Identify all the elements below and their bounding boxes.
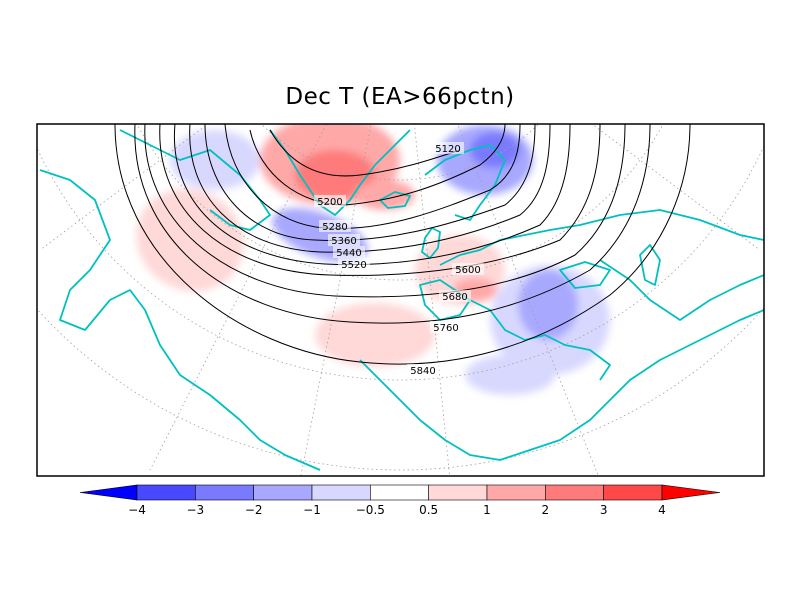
colorbar-box — [486, 484, 546, 501]
map-title: Dec T (EA>66pctn) — [285, 84, 515, 110]
graticule — [37, 124, 764, 476]
colorbar-arrow-high — [661, 484, 721, 501]
colorbar-tick-label: −0.5 — [356, 503, 385, 517]
height-contours — [114, 124, 691, 365]
contour-5360 — [204, 124, 536, 241]
contour-5840 — [114, 124, 691, 365]
contour-label-5680: 5680 — [442, 292, 467, 303]
coast-europe — [439, 209, 764, 266]
contour-5760 — [134, 124, 651, 324]
colorbar-arrow-low — [79, 484, 138, 501]
contour-label-5440: 5440 — [336, 248, 361, 259]
colorbar-box — [428, 484, 488, 501]
cold-anomaly-balkans — [518, 270, 578, 340]
colorbar-tick-label: 3 — [600, 503, 608, 517]
colorbar-box — [370, 484, 429, 501]
contour-label-5840: 5840 — [410, 366, 435, 377]
contour-5200 — [249, 124, 506, 206]
contour-label-5760: 5760 — [433, 323, 458, 334]
colorbar-tick-label: 4 — [658, 503, 666, 517]
colorbar-box — [545, 484, 604, 501]
coast-greenland — [269, 129, 411, 216]
contour-label-5200: 5200 — [317, 197, 342, 208]
contour-5440 — [189, 124, 551, 253]
map-frame — [36, 123, 765, 477]
contour-5600 — [159, 124, 601, 276]
coast-north-america — [39, 169, 321, 471]
colorbar-tick-label: −3 — [186, 503, 204, 517]
colorbar-tick-label: −2 — [245, 503, 263, 517]
coast-scandinavia — [424, 144, 506, 221]
contour-5520 — [173, 124, 571, 266]
warm-anomaly-iceland — [355, 180, 415, 210]
coast-asia — [599, 259, 764, 321]
coast-africa — [359, 309, 764, 461]
contour-label-5360: 5360 — [331, 236, 356, 247]
contour-5680 — [144, 124, 626, 298]
cold-anomaly-canada — [170, 130, 260, 190]
warm-anomaly-atlantic — [315, 303, 435, 367]
contour-label-5600: 5600 — [455, 265, 480, 276]
contour-label-5520: 5520 — [341, 260, 366, 271]
coast-iberia — [419, 279, 471, 321]
anomaly-shading — [136, 124, 610, 395]
colorbar-box — [253, 484, 313, 501]
contour-label-5280: 5280 — [322, 222, 347, 233]
coastlines — [39, 129, 764, 471]
colorbar-box — [195, 484, 254, 501]
colorbar-tick-label: 1 — [483, 503, 491, 517]
contour-label-5120: 5120 — [435, 144, 460, 155]
coast-black-sea — [559, 261, 611, 289]
coast-iceland — [379, 191, 411, 209]
coast-arctic-canada — [119, 129, 271, 231]
coast-caspian — [639, 244, 661, 286]
colorbar-tick-label: −1 — [303, 503, 321, 517]
colorbar-tick-label: 2 — [542, 503, 550, 517]
contour-5280 — [224, 124, 521, 229]
cold-anomaly-mideast — [465, 355, 555, 395]
contour-5120 — [269, 129, 461, 177]
colorbar-box — [311, 484, 371, 501]
colorbar-tick-label: −4 — [128, 503, 146, 517]
colorbar-tick-label: 0.5 — [419, 503, 438, 517]
colorbar-box — [136, 484, 196, 501]
coast-mediterranean — [469, 299, 611, 381]
colorbar-box — [603, 484, 663, 501]
